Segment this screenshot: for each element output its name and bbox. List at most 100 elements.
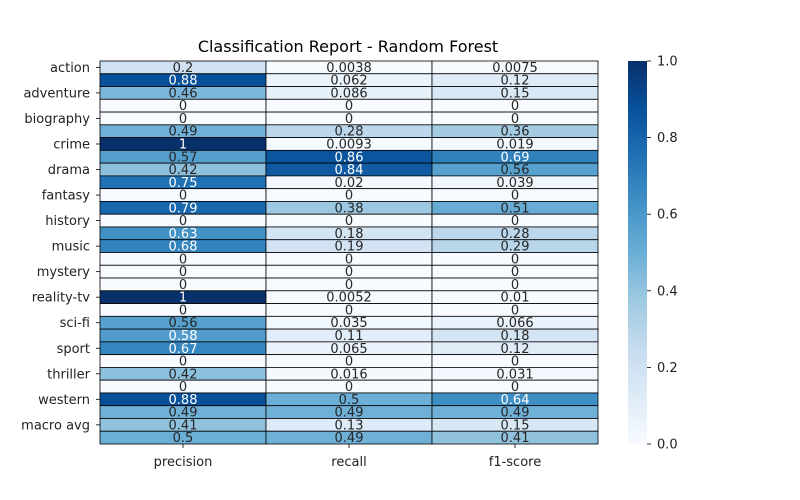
cell-value-label: 0.0093: [326, 137, 372, 152]
cell-value-label: 0.19: [335, 240, 364, 255]
cell-value-label: 0.49: [335, 406, 364, 421]
y-tick-label: drama: [48, 163, 90, 178]
cell-value-label: 0.69: [501, 150, 530, 165]
cell-value-label: 0: [179, 214, 187, 229]
cell-value-label: 0.36: [501, 125, 530, 140]
cell-value-label: 0.38: [335, 201, 364, 216]
cell-value-label: 0.12: [501, 342, 530, 357]
cell-value-label: 0.58: [169, 329, 198, 344]
cell-value-label: 0.086: [330, 86, 367, 101]
cell-value-label: 0.63: [169, 227, 198, 242]
cell-value-label: 1: [179, 137, 187, 152]
y-tick-label: music: [52, 240, 90, 255]
cell-value-label: 0.0075: [492, 61, 538, 76]
cell-value-label: 0.019: [496, 137, 533, 152]
cell-value-label: 0.065: [330, 342, 367, 357]
cell-value-label: 0.57: [169, 150, 198, 165]
colorbar-tick-label: 0.6: [657, 208, 678, 223]
cell-value-label: 0.41: [501, 431, 530, 446]
cell-value-label: 0.02: [335, 176, 364, 191]
y-axis-ticks: action adventure biography crime drama fantas…: [21, 61, 100, 433]
cell-value-label: 0.2: [173, 61, 194, 76]
cell-value-label: 0: [179, 252, 187, 267]
x-tick-label: precision: [154, 455, 213, 470]
y-tick-label: sci-fi: [60, 316, 90, 331]
cell-value-label: 0.86: [335, 150, 364, 165]
y-tick-label: fantasy: [42, 189, 91, 204]
cell-value-label: 0.12: [501, 74, 530, 89]
cell-value-label: 0.49: [169, 125, 198, 140]
cell-value-label: 0.68: [169, 240, 198, 255]
y-tick-label: biography: [24, 112, 90, 127]
cell-value-label: 1: [179, 291, 187, 306]
cell-value-label: 0.11: [335, 329, 364, 344]
cell-value-label: 0: [179, 265, 187, 280]
cell-value-label: 0: [511, 112, 519, 127]
cell-value-label: 0.46: [169, 86, 198, 101]
colorbar: 0.0 0.2 0.4 0.6 0.8 1.0: [628, 55, 678, 453]
y-tick-label: macro avg: [21, 418, 90, 433]
y-tick-label: crime: [53, 137, 90, 152]
x-tick-label: recall: [331, 455, 366, 470]
cell-value-label: 0.49: [335, 431, 364, 446]
chart-title: Classification Report - Random Forest: [198, 37, 498, 56]
cell-value-label: 0: [511, 214, 519, 229]
cell-value-label: 0.5: [339, 393, 360, 408]
cell-value-label: 0.64: [501, 393, 530, 408]
cell-value-label: 0: [511, 380, 519, 395]
cell-value-label: 0.41: [169, 418, 198, 433]
cell-value-label: 0.79: [169, 201, 198, 216]
cell-value-label: 0.67: [169, 342, 198, 357]
cell-value-label: 0.066: [496, 316, 533, 331]
cell-value-label: 0.42: [169, 163, 198, 178]
cell-value-label: 0.56: [169, 316, 198, 331]
cell-value-label: 0.49: [501, 406, 530, 421]
y-tick-label: action: [50, 61, 90, 76]
cell-value-label: 0: [511, 99, 519, 114]
cell-value-label: 0.035: [330, 316, 367, 331]
y-tick-label: thriller: [47, 367, 91, 382]
cell-value-label: 0.28: [335, 125, 364, 140]
cell-value-label: 0.031: [496, 367, 533, 382]
cell-value-label: 0.75: [169, 176, 198, 191]
cell-value-label: 0: [511, 303, 519, 318]
cell-value-label: 0.88: [169, 74, 198, 89]
colorbar-gradient: [628, 61, 647, 444]
cell-value-label: 0.84: [335, 163, 364, 178]
cell-value-label: 0.01: [501, 291, 530, 306]
colorbar-tick-label: 0.0: [657, 438, 678, 453]
x-tick-label: f1-score: [489, 455, 541, 470]
cell-value-label: 0.18: [335, 227, 364, 242]
y-tick-label: sport: [57, 342, 90, 357]
cell-value-label: 0.29: [501, 240, 530, 255]
cell-value-label: 0.5: [173, 431, 194, 446]
cell-value-label: 0.28: [501, 227, 530, 242]
cell-value-label: 0: [345, 189, 353, 204]
cell-value-label: 0: [179, 189, 187, 204]
cell-value-label: 0: [345, 380, 353, 395]
cell-value-label: 0: [511, 189, 519, 204]
cell-value-label: 0: [345, 265, 353, 280]
y-tick-label: reality-tv: [32, 291, 91, 306]
cell-value-label: 0.0052: [326, 291, 372, 306]
cell-value-label: 0: [511, 278, 519, 293]
cell-annotations: 0.2 0.0038 0.0075 0.88 0.062 0.12 0.46 0.086 0.1…: [169, 61, 538, 446]
cell-value-label: 0: [345, 303, 353, 318]
cell-value-label: 0.15: [501, 418, 530, 433]
cell-value-label: 0: [511, 252, 519, 267]
y-tick-label: adventure: [23, 86, 90, 101]
cell-value-label: 0.016: [330, 367, 367, 382]
cell-value-label: 0: [179, 99, 187, 114]
cell-value-label: 0.0038: [326, 61, 372, 76]
cell-value-label: 0: [511, 265, 519, 280]
cell-value-label: 0: [179, 303, 187, 318]
y-tick-label: history: [45, 214, 90, 229]
cell-value-label: 0: [179, 355, 187, 370]
colorbar-tick-label: 0.8: [657, 131, 678, 146]
y-tick-label: mystery: [37, 265, 91, 280]
cell-value-label: 0: [345, 112, 353, 127]
cell-value-label: 0: [511, 355, 519, 370]
cell-value-label: 0: [345, 355, 353, 370]
cell-value-label: 0: [179, 112, 187, 127]
